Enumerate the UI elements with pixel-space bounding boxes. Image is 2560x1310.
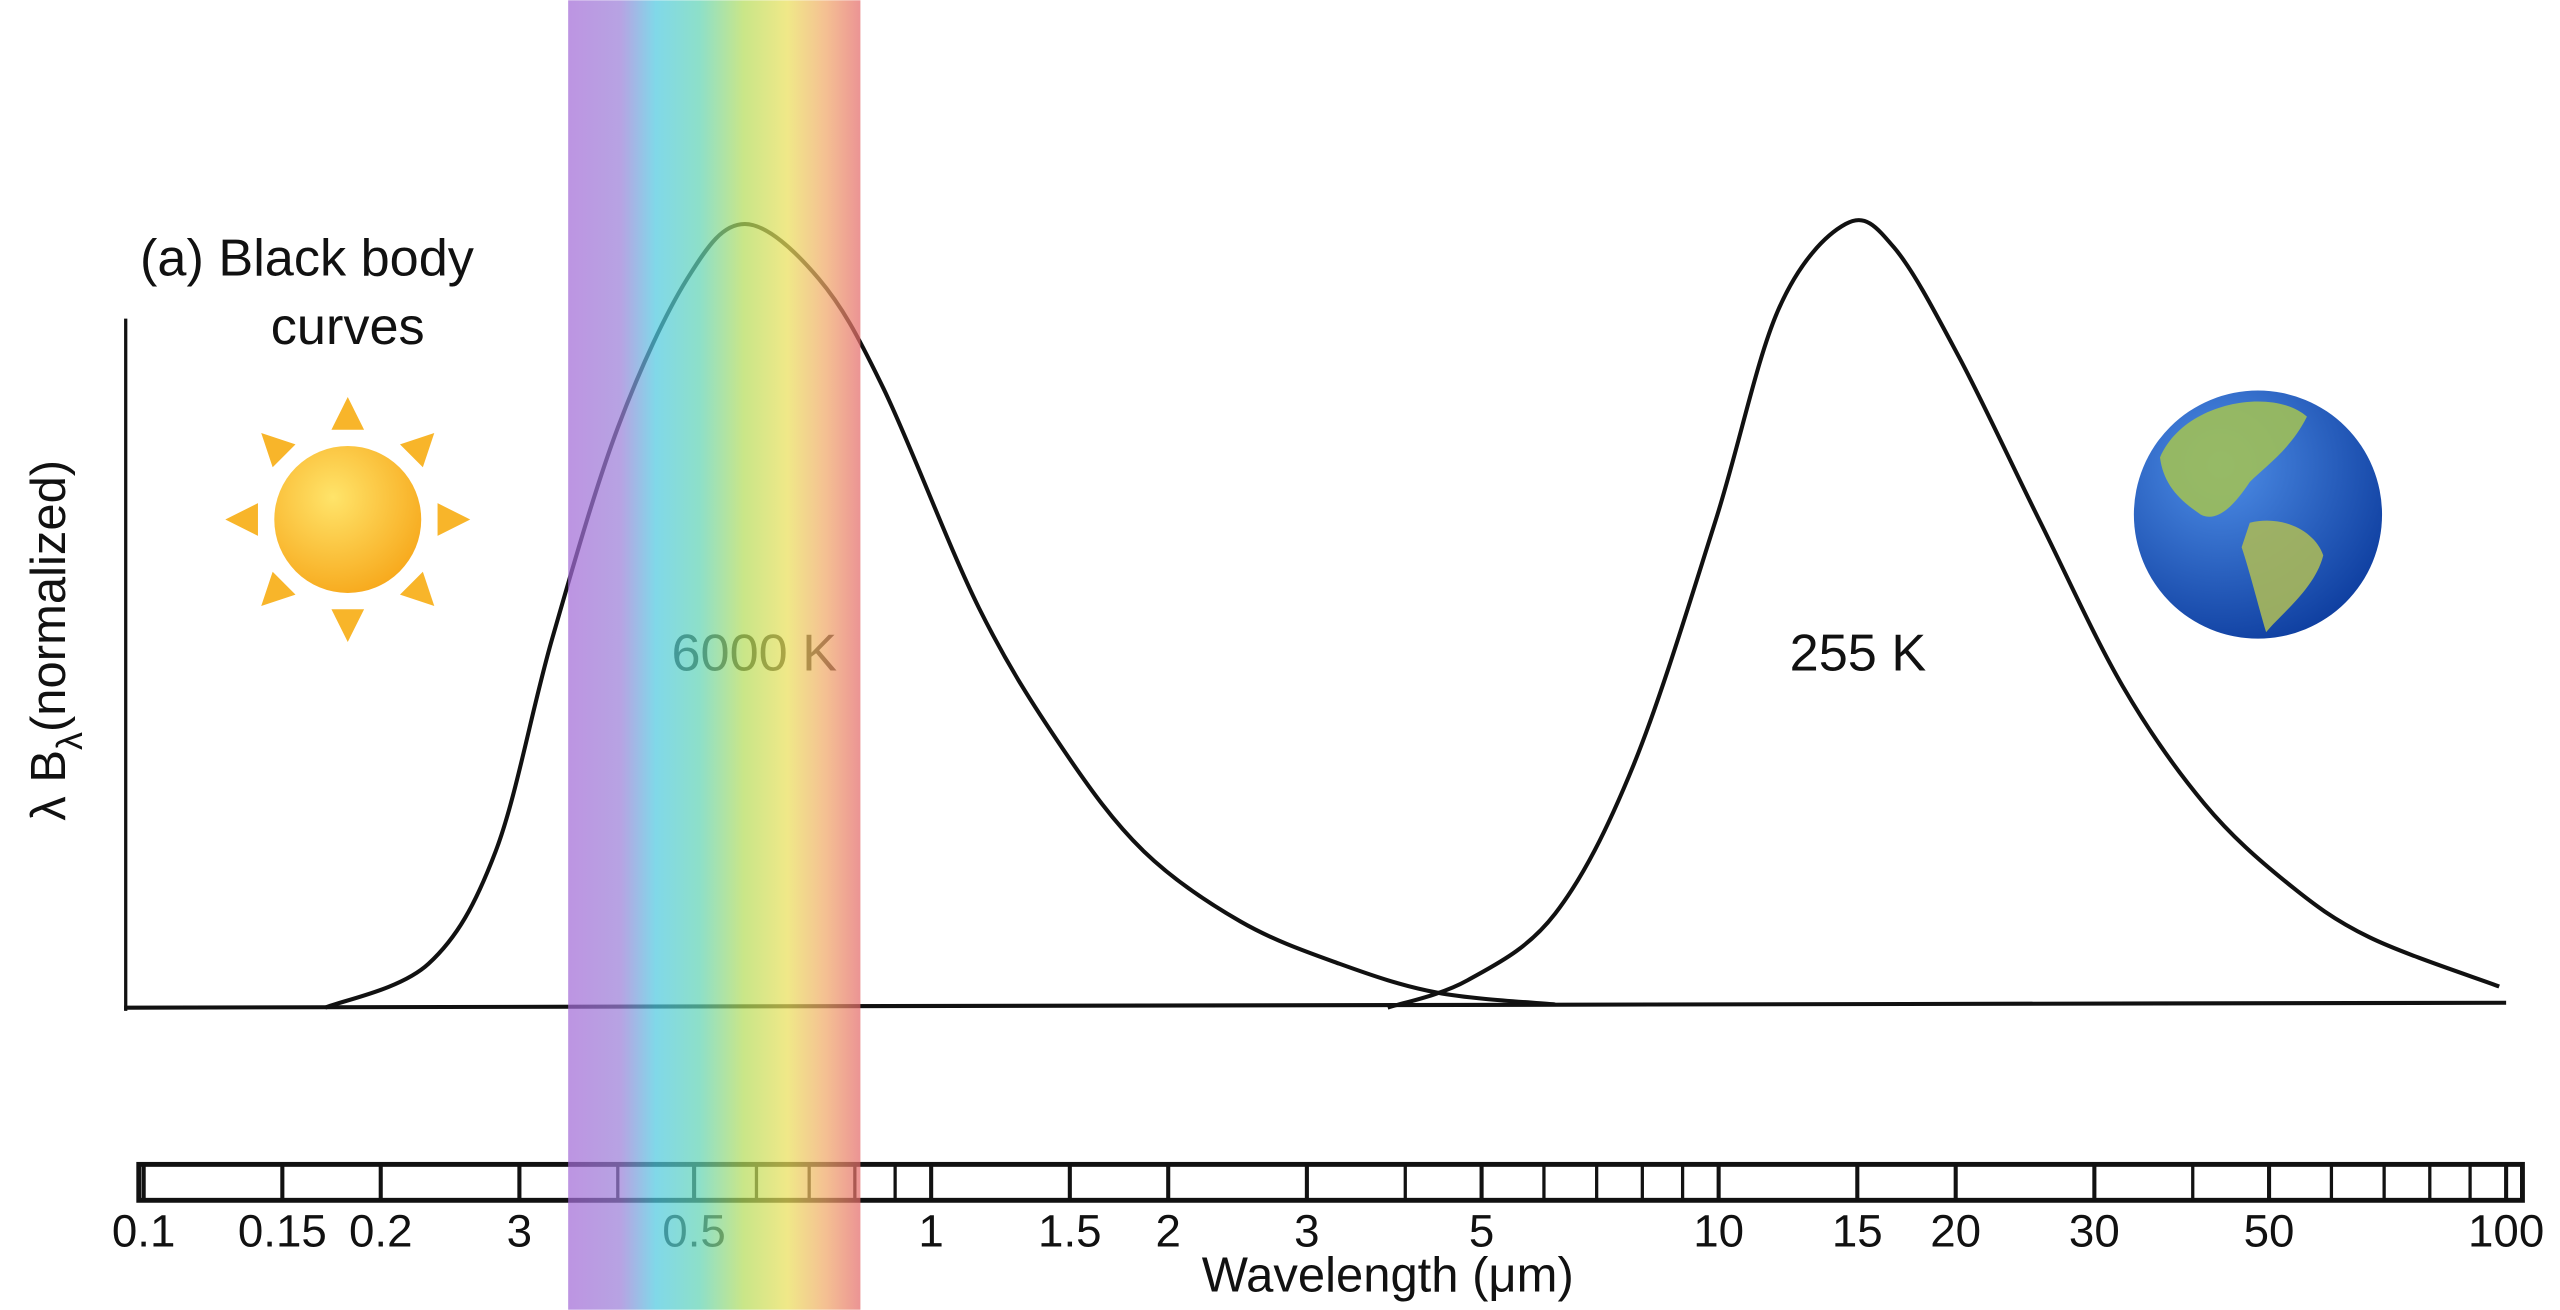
x-tick-label: 50: [2244, 1206, 2295, 1257]
series-label: 255 K: [1790, 624, 1927, 682]
curve: [324, 221, 1556, 1010]
earth-icon: [2133, 390, 2383, 639]
y-axis-label-part: (normalized): [22, 460, 76, 732]
x-tick-label: 1: [918, 1206, 943, 1257]
x-axis-label: Wavelength (μm): [1202, 1249, 1574, 1303]
chart-title: (a) Black body: [140, 229, 475, 287]
x-tick-label: 100: [2468, 1206, 2544, 1257]
x-tick-label: 0.1: [112, 1206, 176, 1257]
x-axis: [124, 1000, 2507, 1010]
x-tick-label: 20: [1930, 1206, 1981, 1257]
x-tick-label: 15: [1832, 1206, 1883, 1257]
y-axis-label: λ Bλ(normalized): [22, 460, 90, 821]
x-tick-label: 0.15: [238, 1206, 327, 1257]
chart-title: curves: [271, 298, 425, 356]
x-tick-label: 3: [1294, 1206, 1319, 1257]
y-axis-label-part: λ B: [22, 750, 76, 821]
x-tick-label: 0.2: [349, 1206, 413, 1257]
sun-icon: [225, 397, 471, 642]
x-tick-label: 30: [2069, 1206, 2120, 1257]
curve: [1387, 218, 2500, 1010]
visible-band: [568, 0, 861, 1310]
x-tick-label: 10: [1693, 1206, 1744, 1257]
scale-box: [136, 1161, 2525, 1203]
x-tick-label: 3: [507, 1206, 532, 1257]
x-tick-label: 1.5: [1038, 1206, 1102, 1257]
x-tick-label: 5: [1469, 1206, 1494, 1257]
x-tick-label: 2: [1156, 1206, 1181, 1257]
y-axis-label-part: λ: [49, 732, 90, 750]
